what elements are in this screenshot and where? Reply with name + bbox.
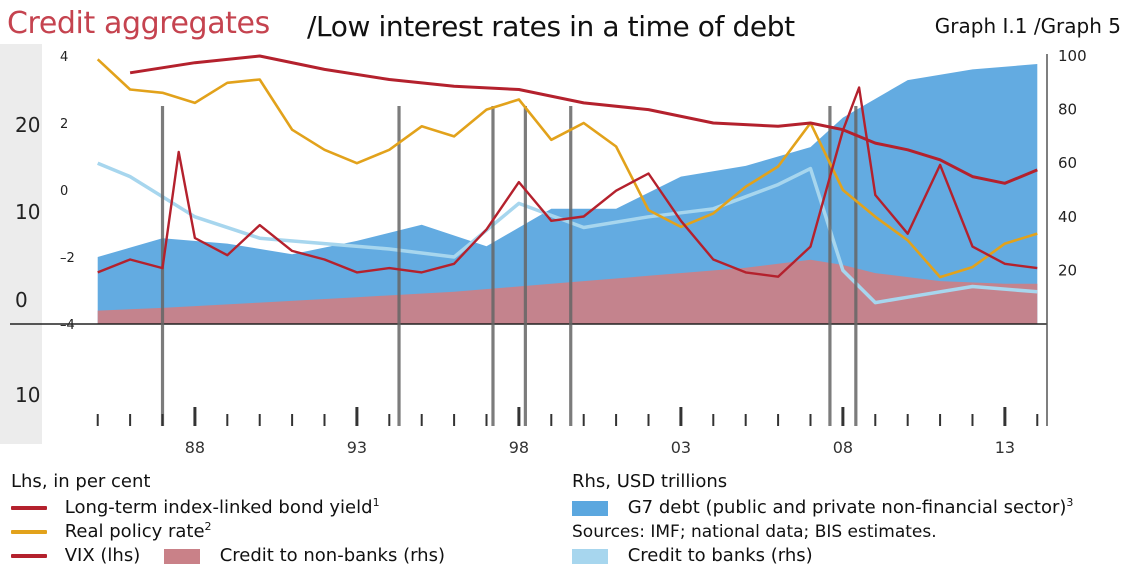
lhs-inner-tick-0: 4 [60,50,68,65]
credit-non-banks-swatch [163,548,200,564]
x-tick-label-88: 88 [185,438,205,457]
bond-yield-footnote: 1 [372,496,380,509]
vix-series [97,86,1038,278]
credit-non-banks-area [97,259,1038,324]
lhs-outer-tick-3: 10 [15,383,40,407]
credit-banks-label: Credit to banks (rhs) [627,545,813,566]
plot-area: 88 93 98 03 08 13 20 10 0 10 4 2 0 –2 –4 100 80 60 40 20 [0,44,1135,464]
legend: Lhs, in per cent Long-term index-linked … [0,470,1135,586]
lhs-outer-tick-2: 0 [15,288,28,312]
x-tick-label-13: 13 [995,438,1015,457]
legend-item-vix: VIX (lhs) [11,544,140,568]
vix-label: VIX (lhs) [64,545,141,566]
bond-yield-label: Long-term index-linked bond yield [64,497,373,518]
x-tick-label-08: 08 [833,438,853,457]
legend-item-credit-non-banks: Credit to non-banks (rhs) [163,544,445,568]
x-tick-label-98: 98 [509,438,529,457]
rhs-tick-100: 100 [1058,47,1087,65]
credit-banks-swatch [572,548,608,564]
rhs-tick-40: 40 [1058,208,1077,226]
graph-reference: Graph I.1 /Graph 5 [934,14,1121,38]
lhs-heading: Lhs, in per cent [11,471,151,492]
credit-non-banks-label: Credit to non-banks (rhs) [219,545,445,566]
title-main: /Low interest rates in a time of debt [307,10,795,43]
rhs-tick-20: 20 [1058,261,1077,279]
vix-swatch [11,554,47,558]
rhs-tick-80: 80 [1058,101,1077,119]
rhs-heading: Rhs, USD trillions [572,471,728,492]
legend-rhs: Rhs, USD trillions G7 debt (public and p… [572,470,1132,568]
policy-rate-swatch [11,530,47,534]
legend-item-policy-rate: Real policy rate2 [11,520,571,544]
x-tick-label-93: 93 [347,438,367,457]
legend-item-credit-banks: Credit to banks (rhs) [572,544,1132,568]
g7-debt-swatch [572,500,608,516]
g7-debt-footnote: 3 [1066,496,1074,509]
policy-rate-series [96,58,1038,279]
chart-title: Credit aggregates /Low interest rates in… [7,6,1127,50]
rhs-tick-60: 60 [1058,154,1077,172]
left-axis-strip [0,44,42,444]
legend-item-g7-debt: G7 debt (public and private non-financia… [572,496,1132,520]
policy-rate-footnote: 2 [204,520,212,533]
lhs-inner-tick-1: 2 [60,117,68,132]
title-left: Credit aggregates [7,6,270,41]
lhs-inner-tick-2: 0 [60,184,68,199]
lhs-inner-tick-3: –2 [60,251,75,266]
lhs-outer-tick-1: 10 [15,200,40,224]
legend-row-vix-credit-nonbanks: VIX (lhs) Credit to non-banks (rhs) [11,544,571,568]
bond-yield-series [129,54,1038,185]
g7-debt-area [97,64,1038,324]
sources-note: Sources: IMF; national data; BIS estimat… [572,522,937,542]
legend-lhs: Lhs, in per cent Long-term index-linked … [11,470,571,568]
lhs-inner-tick-4: –4 [60,318,75,333]
policy-rate-label: Real policy rate [64,521,205,542]
g7-debt-label: G7 debt (public and private non-financia… [627,497,1067,518]
bond-yield-swatch [11,506,47,510]
legend-item-bond-yield: Long-term index-linked bond yield1 [11,496,571,520]
x-tick-label-03: 03 [671,438,691,457]
lhs-outer-tick-0: 20 [15,113,40,137]
